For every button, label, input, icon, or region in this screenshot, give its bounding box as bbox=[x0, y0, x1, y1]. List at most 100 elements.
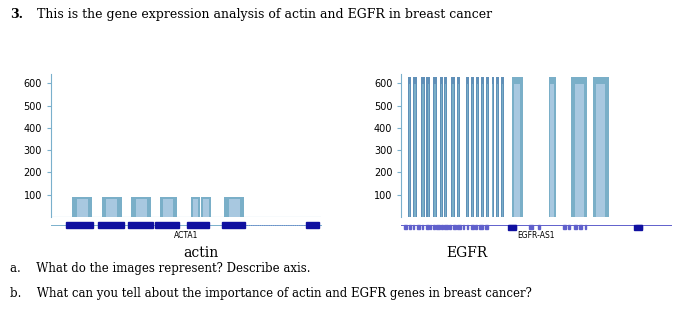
Text: EGFR: EGFR bbox=[446, 246, 487, 260]
Bar bbox=[458, 84, 459, 217]
Bar bbox=[72, 197, 92, 217]
Bar bbox=[487, 84, 488, 217]
Bar bbox=[571, 77, 587, 217]
Bar bbox=[466, 225, 468, 229]
Bar bbox=[159, 197, 177, 217]
Bar bbox=[202, 197, 210, 217]
Bar bbox=[440, 77, 443, 217]
Bar bbox=[409, 225, 411, 229]
Bar bbox=[407, 77, 411, 217]
Bar bbox=[187, 222, 208, 228]
Bar bbox=[445, 84, 446, 217]
Bar bbox=[441, 84, 442, 217]
Bar bbox=[106, 198, 117, 217]
Bar bbox=[414, 84, 415, 217]
Bar bbox=[204, 198, 208, 217]
Bar bbox=[131, 197, 151, 217]
Bar bbox=[481, 84, 483, 217]
Bar bbox=[422, 225, 423, 229]
Text: b.  What can you tell about the importance of actin and EGFR genes in breast can: b. What can you tell about the importanc… bbox=[10, 287, 532, 300]
Bar bbox=[452, 84, 454, 217]
Text: actin: actin bbox=[183, 246, 219, 260]
Bar bbox=[222, 222, 245, 228]
Bar bbox=[66, 222, 93, 228]
Bar bbox=[492, 77, 494, 217]
Bar bbox=[426, 77, 430, 217]
Bar bbox=[426, 225, 429, 229]
Bar bbox=[549, 77, 556, 217]
Bar bbox=[563, 225, 566, 229]
Bar bbox=[437, 225, 440, 229]
Bar bbox=[101, 197, 122, 217]
Bar bbox=[98, 222, 124, 228]
Bar bbox=[466, 84, 468, 217]
Bar bbox=[421, 77, 425, 217]
Text: a.  What do the images represent? Describe axis.: a. What do the images represent? Describ… bbox=[10, 262, 311, 275]
Bar bbox=[422, 84, 424, 217]
Bar bbox=[229, 198, 240, 217]
Bar bbox=[502, 84, 503, 217]
Bar bbox=[529, 225, 533, 229]
Bar bbox=[136, 198, 147, 217]
Bar bbox=[445, 225, 447, 229]
Bar bbox=[512, 77, 522, 217]
Text: ACTA1: ACTA1 bbox=[174, 231, 198, 240]
Bar bbox=[592, 77, 609, 217]
Text: EGFR-AS1: EGFR-AS1 bbox=[518, 231, 555, 240]
Bar bbox=[457, 77, 460, 217]
Bar bbox=[514, 84, 520, 217]
Text: 3.: 3. bbox=[10, 8, 23, 21]
Bar bbox=[472, 84, 473, 217]
Bar bbox=[597, 84, 605, 217]
Bar bbox=[449, 225, 451, 229]
Bar bbox=[463, 225, 464, 229]
Bar bbox=[508, 225, 516, 230]
Bar bbox=[434, 84, 436, 217]
Bar bbox=[224, 197, 244, 217]
Bar bbox=[413, 77, 417, 217]
Bar bbox=[413, 225, 414, 229]
Bar bbox=[496, 77, 499, 217]
Bar bbox=[538, 225, 540, 229]
Text: This is the gene expression analysis of actin and EGFR in breast cancer: This is the gene expression analysis of … bbox=[33, 8, 492, 21]
Bar bbox=[163, 198, 173, 217]
Bar bbox=[550, 84, 554, 217]
Bar bbox=[417, 225, 420, 229]
Bar bbox=[445, 77, 447, 217]
Bar bbox=[430, 225, 431, 229]
Bar bbox=[492, 84, 494, 217]
Bar bbox=[76, 198, 88, 217]
Bar bbox=[128, 222, 153, 228]
Bar bbox=[486, 77, 489, 217]
Bar bbox=[497, 84, 498, 217]
Bar bbox=[458, 225, 460, 229]
Bar bbox=[409, 84, 410, 217]
Bar bbox=[575, 84, 584, 217]
Bar bbox=[479, 225, 483, 229]
Bar bbox=[471, 77, 473, 217]
Bar bbox=[485, 225, 488, 229]
Bar bbox=[466, 77, 469, 217]
Bar bbox=[477, 84, 478, 217]
Bar bbox=[155, 222, 179, 228]
Bar bbox=[584, 225, 586, 229]
Bar bbox=[193, 198, 197, 217]
Bar bbox=[441, 225, 443, 229]
Bar bbox=[579, 225, 582, 229]
Bar bbox=[636, 225, 642, 229]
Bar bbox=[306, 222, 319, 228]
Bar bbox=[453, 225, 456, 229]
Bar bbox=[509, 225, 516, 229]
Bar bbox=[481, 77, 484, 217]
Bar bbox=[433, 77, 437, 217]
Bar bbox=[452, 77, 455, 217]
Bar bbox=[476, 77, 479, 217]
Bar bbox=[428, 84, 429, 217]
Bar bbox=[471, 225, 474, 229]
Bar bbox=[191, 197, 200, 217]
Bar bbox=[475, 225, 477, 229]
Bar bbox=[569, 225, 570, 229]
Bar bbox=[404, 225, 407, 229]
Bar bbox=[633, 225, 642, 230]
Bar bbox=[574, 225, 577, 229]
